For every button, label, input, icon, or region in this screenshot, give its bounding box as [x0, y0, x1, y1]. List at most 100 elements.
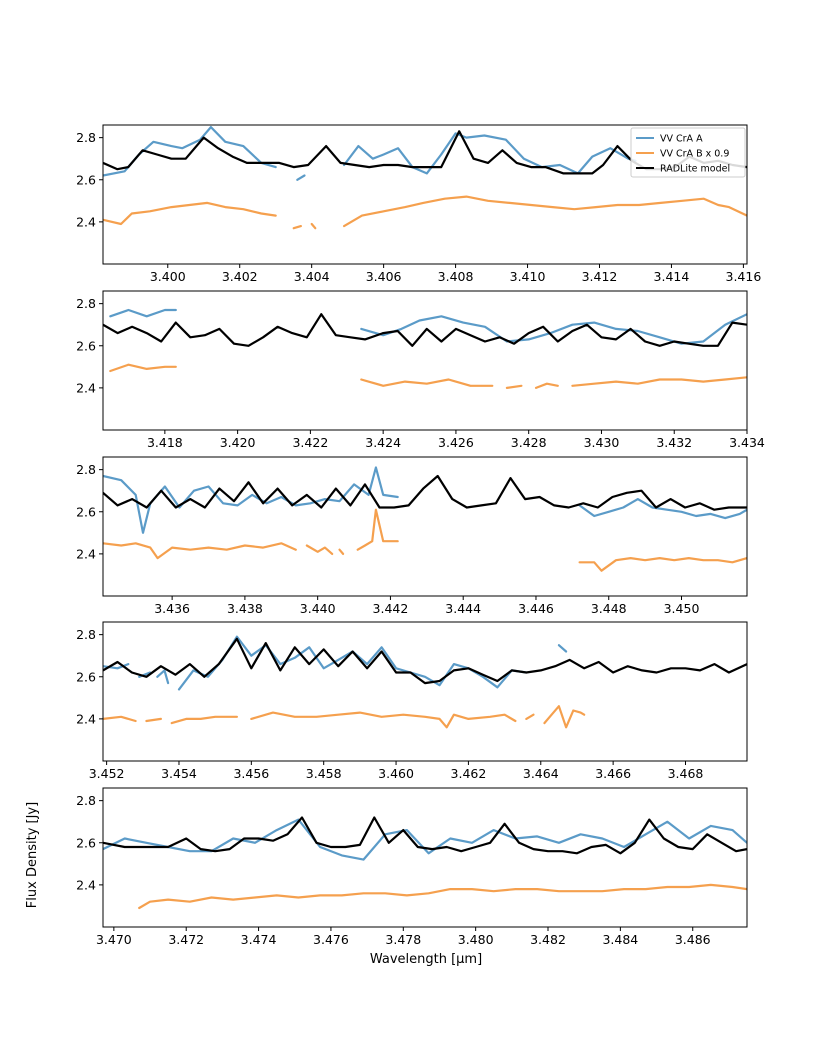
y-tick-label: 2.8 — [76, 793, 96, 808]
y-tick-label: 2.4 — [76, 214, 96, 229]
series-vv-cra-b-segment — [305, 544, 334, 555]
series-vv-cra-b-segment — [170, 715, 238, 725]
y-tick-label: 2.8 — [76, 130, 96, 145]
series-vv-cra-a-segment — [557, 644, 568, 653]
x-tick-label: 3.478 — [385, 932, 421, 947]
series-vv-cra-b-segment — [356, 508, 399, 551]
y-tick-label: 2.6 — [76, 669, 96, 684]
plot-area — [103, 308, 747, 389]
series-vv-cra-a-segment — [109, 308, 177, 318]
series-radlite-model-segment — [103, 313, 747, 347]
series-vv-cra-b-segment — [103, 715, 137, 723]
series-vv-cra-b-segment — [338, 548, 345, 555]
x-tick-label: 3.410 — [510, 269, 546, 284]
series-vv-cra-b-segment — [103, 542, 297, 560]
x-tick-label: 3.464 — [523, 766, 559, 781]
series-radlite-model-segment — [103, 637, 747, 685]
series-vv-cra-b-segment — [292, 225, 302, 230]
x-tick-label: 3.432 — [656, 435, 692, 450]
x-tick-label: 3.408 — [438, 269, 474, 284]
x-tick-label: 3.444 — [445, 601, 481, 616]
panel-5: 3.470 3.472 3.474 3.476 3.478 3.480 3.482 3.484… — [76, 787, 748, 947]
legend-label: VV CrA A — [660, 134, 703, 145]
series-vv-cra-b-segment — [343, 195, 747, 228]
x-tick-label: 3.466 — [595, 766, 631, 781]
x-tick-label: 3.420 — [220, 435, 256, 450]
plot-area — [103, 816, 747, 910]
series-vv-cra-b-segment — [310, 222, 317, 230]
series-vv-cra-b-segment — [103, 201, 277, 226]
x-tick-label: 3.414 — [654, 269, 690, 284]
x-tick-label: 3.452 — [89, 766, 125, 781]
y-tick-label: 2.4 — [76, 877, 96, 892]
x-tick-label: 3.430 — [584, 435, 620, 450]
y-tick-label: 2.4 — [76, 546, 96, 561]
x-tick-label: 3.440 — [300, 601, 336, 616]
x-tick-label: 3.460 — [378, 766, 414, 781]
y-tick-label: 2.8 — [76, 462, 96, 477]
legend-label: VV CrA B x 0.9 — [660, 149, 729, 160]
series-vv-cra-b-segment — [109, 363, 177, 373]
x-tick-label: 3.412 — [582, 269, 618, 284]
x-tick-label: 3.472 — [168, 932, 204, 947]
x-tick-label: 3.416 — [726, 269, 762, 284]
y-tick-label: 2.6 — [76, 338, 96, 353]
x-tick-label: 3.426 — [438, 435, 474, 450]
x-tick-label: 3.474 — [241, 932, 277, 947]
panel-4: 3.452 3.454 3.456 3.458 3.460 3.462 3.464 3.466… — [76, 621, 748, 781]
x-tick-label: 3.484 — [602, 932, 638, 947]
x-tick-label: 3.458 — [306, 766, 342, 781]
y-tick-label: 2.4 — [76, 711, 96, 726]
panel-2: 3.418 3.420 3.422 3.424 3.426 3.428 3.430 3.432… — [76, 290, 765, 450]
x-tick-label: 3.470 — [96, 932, 132, 947]
series-vv-cra-b-segment — [571, 376, 747, 387]
series-vv-cra-a-segment — [103, 126, 277, 177]
series-vv-cra-a-segment — [156, 669, 170, 685]
series-vv-cra-a-segment — [103, 466, 399, 534]
series-vv-cra-a-segment — [177, 635, 528, 691]
x-tick-label: 3.424 — [365, 435, 401, 450]
axes-frame — [102, 124, 748, 265]
series-vv-cra-b-segment — [543, 705, 586, 729]
series-vv-cra-a-segment — [103, 818, 747, 861]
series-vv-cra-b-segment — [525, 713, 535, 720]
series-vv-cra-b-segment — [505, 384, 523, 389]
series-vv-cra-a-segment — [578, 498, 747, 520]
x-tick-label: 3.448 — [591, 601, 627, 616]
y-tick-label: 2.8 — [76, 296, 96, 311]
x-tick-label: 3.402 — [222, 269, 258, 284]
axes-frame — [102, 621, 748, 762]
y-tick-label: 2.8 — [76, 627, 96, 642]
x-tick-label: 3.450 — [664, 601, 700, 616]
x-tick-label: 3.434 — [729, 435, 765, 450]
x-tick-label: 3.462 — [451, 766, 487, 781]
x-tick-label: 3.400 — [150, 269, 186, 284]
series-vv-cra-b-segment — [578, 557, 747, 572]
y-axis-label: Flux Density [Jy] — [25, 802, 40, 908]
axes-frame — [102, 290, 748, 431]
x-tick-label: 3.422 — [292, 435, 328, 450]
x-axis-label: Wavelength [μm] — [370, 952, 482, 967]
panel-3: 3.436 3.438 3.440 3.442 3.444 3.446 3.448 3.450… — [76, 456, 748, 616]
x-tick-label: 3.442 — [373, 601, 409, 616]
x-tick-label: 3.476 — [313, 932, 349, 947]
x-tick-label: 3.436 — [154, 601, 190, 616]
x-tick-label: 3.468 — [668, 766, 704, 781]
x-tick-label: 3.482 — [530, 932, 566, 947]
series-radlite-model-segment — [103, 474, 747, 511]
series-vv-cra-b-segment — [250, 711, 517, 729]
y-tick-label: 2.6 — [76, 504, 96, 519]
x-tick-label: 3.446 — [518, 601, 554, 616]
plot-area — [103, 635, 747, 729]
x-tick-label: 3.486 — [675, 932, 711, 947]
y-tick-label: 2.6 — [76, 835, 96, 850]
y-tick-label: 2.4 — [76, 380, 96, 395]
x-tick-label: 3.456 — [233, 766, 269, 781]
series-vv-cra-a-segment — [343, 132, 637, 175]
x-tick-label: 3.480 — [458, 932, 494, 947]
panel-1: 3.400 3.402 3.404 3.406 3.408 3.410 3.412 3.414… — [76, 124, 762, 284]
series-vv-cra-a-segment — [296, 174, 306, 181]
x-tick-label: 3.406 — [366, 269, 402, 284]
series-vv-cra-b-segment — [145, 717, 162, 723]
